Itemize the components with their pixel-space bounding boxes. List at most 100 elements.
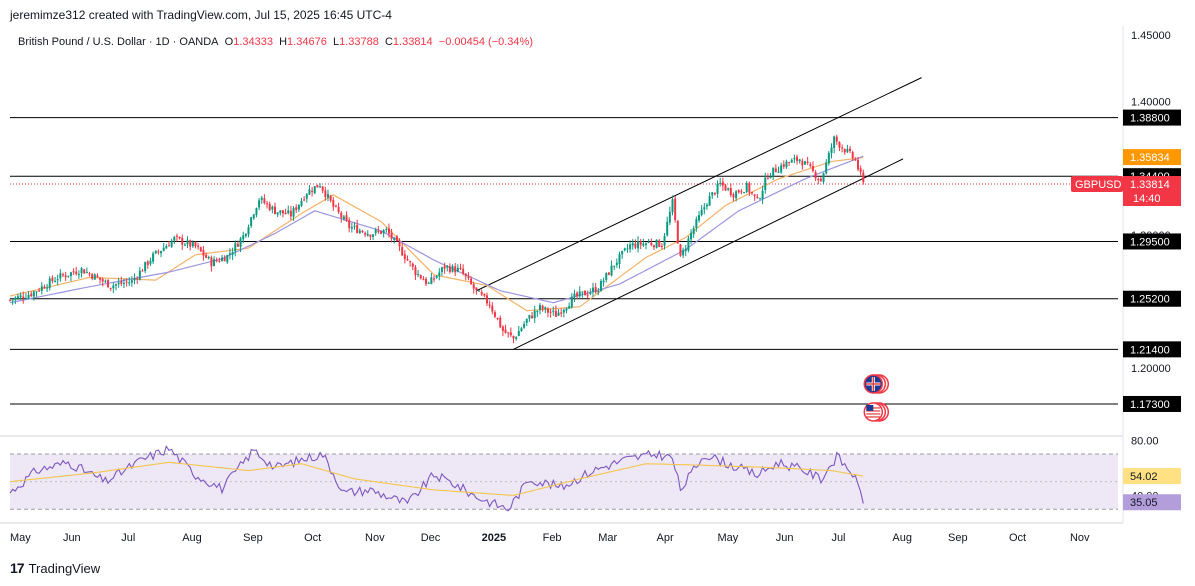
candle-body (210, 257, 213, 267)
level-price-badge (1123, 233, 1181, 250)
candle-body (541, 305, 544, 310)
close-label: C (384, 36, 393, 48)
candle-body (30, 293, 33, 297)
ema-long-line (9, 155, 864, 304)
time-axis-label: Jul (831, 532, 845, 544)
candle-body (274, 206, 276, 214)
candle-body (674, 198, 677, 220)
symbol-name[interactable]: British Pound / U.S. Dollar · 1D · OANDA (18, 36, 219, 48)
time-axis-label: Dec (421, 532, 441, 544)
candle-body (456, 267, 459, 272)
candle-body (570, 296, 573, 308)
candle-body (43, 286, 46, 289)
time-axis-label: May (10, 532, 31, 544)
candle-body (687, 238, 690, 251)
candle-body (430, 277, 433, 284)
candle-body (425, 278, 428, 284)
candle-body (104, 280, 107, 282)
candle-body (827, 152, 830, 164)
candle-body (308, 189, 311, 195)
level-price-label: 1.25200 (1130, 294, 1170, 306)
candle-body (374, 229, 377, 234)
candle-body (809, 164, 812, 167)
candle-body (753, 194, 756, 197)
candle-body (329, 195, 332, 201)
candle-body (576, 292, 579, 297)
candle-body (758, 198, 761, 200)
candle-body (584, 290, 587, 296)
candle-body (605, 272, 608, 280)
candle-body (128, 282, 131, 284)
candle-body (321, 186, 324, 191)
tradingview-footer[interactable]: 17 TradingView (10, 560, 100, 576)
candle-body (85, 272, 88, 274)
us-flag-icon[interactable] (863, 402, 890, 422)
candle-body (780, 165, 783, 173)
level-price-badge (1123, 109, 1181, 126)
candle-body (69, 272, 72, 276)
candle-body (401, 247, 404, 256)
candle-body (716, 183, 719, 194)
candle-body (838, 142, 841, 148)
candle-body (186, 240, 189, 245)
candle-body (724, 185, 727, 191)
candle-body (618, 254, 621, 264)
candle-body (295, 207, 298, 210)
candle-body (120, 281, 123, 284)
candle-body (499, 317, 502, 328)
level-price-badge (1123, 290, 1181, 307)
open-label: O (224, 36, 234, 48)
candle-body (560, 312, 563, 314)
candle-body (205, 254, 208, 258)
candle-body (144, 261, 147, 272)
candle-body (348, 220, 351, 229)
candle-body (199, 247, 202, 252)
candle-body (525, 318, 528, 323)
candle-body (822, 173, 825, 182)
candle-body (756, 197, 759, 199)
candle-body (11, 299, 14, 301)
candle-body (544, 307, 547, 310)
candle-body (112, 285, 115, 289)
candle-body (260, 197, 263, 200)
candle-body (178, 236, 181, 239)
candle-body (202, 250, 205, 256)
candle-body (173, 236, 176, 241)
candle-body (512, 335, 515, 339)
candle-body (194, 241, 197, 247)
candle-body (138, 270, 141, 280)
candle-body (658, 240, 661, 247)
candle-body (811, 166, 814, 171)
candle-body (462, 268, 465, 274)
candle-body (35, 291, 38, 293)
symbol-name-badge (1071, 175, 1123, 192)
change-value: −0.00454 (−0.34%) (438, 36, 533, 48)
flag-canton (866, 404, 874, 411)
uk-flag-icon[interactable] (863, 374, 890, 394)
brand-name: TradingView (28, 560, 101, 576)
candle-body (319, 186, 322, 188)
candle-body (448, 266, 451, 272)
candle-body (788, 162, 791, 164)
candle-body (292, 208, 295, 217)
candle-body (345, 215, 348, 221)
candle-body (115, 284, 117, 286)
candle-body (342, 216, 345, 220)
time-axis-label: Nov (365, 532, 385, 544)
candle-body (507, 332, 510, 334)
candle-body (817, 178, 820, 180)
candle-body (520, 328, 523, 332)
candle-body (332, 199, 335, 207)
time-axis-label: Aug (182, 532, 202, 544)
candle-body (533, 310, 536, 319)
candle-body (324, 190, 327, 198)
time-axis-label: Jun (776, 532, 794, 544)
low-value: 1.33788 (339, 36, 379, 48)
time-axis-label: Jun (63, 532, 81, 544)
candle-body (377, 230, 380, 232)
candle-body (300, 200, 303, 206)
candle-body (613, 265, 616, 267)
candle-body (676, 220, 679, 244)
candle-body (552, 310, 555, 312)
